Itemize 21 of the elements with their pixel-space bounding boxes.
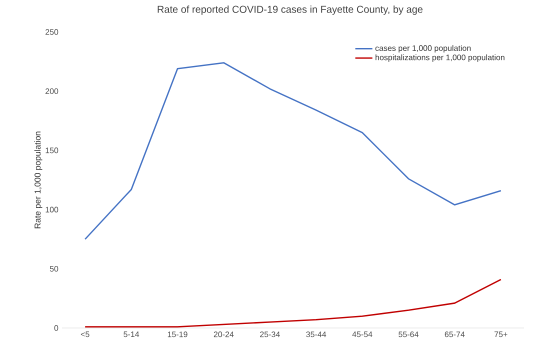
y-tick-label: 250 (46, 29, 58, 35)
x-tick-label: 25-34 (260, 332, 280, 338)
line-series (84, 62, 502, 240)
y-tick-label: 0 (54, 325, 58, 331)
legend-label: hospitalizations per 1,000 population (376, 54, 504, 62)
x-tick-label: 75+ (494, 332, 508, 338)
y-axis-title: Rate per 1,000 population (34, 132, 42, 228)
chart-title: Rate of reported COVID-19 cases in Fayette County, by age (158, 6, 423, 15)
x-tick-label: 65-74 (444, 332, 465, 338)
x-tick-label: 55-64 (398, 332, 418, 338)
y-tick-label: 200 (46, 88, 58, 94)
x-tick-label: 20-24 (214, 332, 234, 338)
y-tick-label: 50 (50, 266, 58, 272)
y-tick-label: 150 (46, 148, 58, 154)
y-tick-label: 100 (46, 206, 58, 212)
x-tick-label: 35-44 (306, 332, 326, 338)
legend-label: cases per 1,000 population (375, 45, 471, 53)
x-tick-label: <5 (80, 332, 90, 338)
x-tick-label: 45-54 (352, 332, 372, 338)
x-tick-label: 5-14 (124, 332, 140, 338)
x-tick-label: 15-19 (168, 332, 188, 338)
